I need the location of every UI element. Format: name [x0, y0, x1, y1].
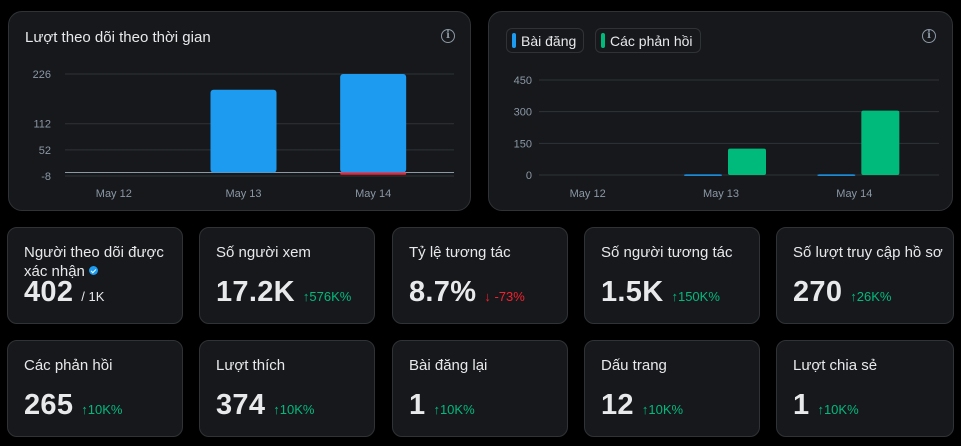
metric-sub: / 1K: [81, 289, 105, 304]
bar: [728, 148, 766, 175]
posts-chart-panel: Bài đăng Các phản hồi i 450 300 150 0 May 12…: [488, 11, 953, 211]
legend-label: Các phản hồi: [610, 32, 693, 49]
metric-label: Tỷ lệ tương tác: [409, 244, 511, 261]
metric-card[interactable]: Lượt chia sẻ 1 ↑10K%: [776, 340, 954, 437]
metric-delta: ↑10K%: [433, 402, 475, 417]
metric-delta: ↑26K%: [850, 289, 892, 304]
metric-value: 17.2K: [216, 276, 295, 308]
metric-label: Số lượt truy cập hồ sơ: [793, 244, 943, 261]
legend-replies[interactable]: Các phản hồi: [595, 28, 701, 53]
y-tick-label: 52: [39, 145, 51, 157]
info-icon[interactable]: i: [922, 29, 936, 43]
y-tick-label: 226: [33, 69, 51, 81]
metric-card[interactable]: Dấu trang 12 ↑10K%: [584, 340, 760, 437]
metric-delta: ↑10K%: [817, 402, 859, 417]
bar: [340, 172, 407, 175]
legend-posts[interactable]: Bài đăng: [506, 28, 585, 53]
bar: [861, 110, 900, 175]
metric-card[interactable]: Lượt thích 374 ↑10K%: [199, 340, 375, 437]
verified-icon: [88, 266, 98, 275]
metric-value: 265: [24, 389, 74, 421]
metric-label: Dấu trang: [601, 357, 667, 374]
metric-delta: ↑10K%: [81, 402, 123, 417]
metric-card[interactable]: Bài đăng lại 1 ↑10K%: [392, 340, 568, 437]
metric-label: Người theo dõi được xác nhận: [24, 244, 164, 280]
metric-label: Lượt chia sẻ: [793, 357, 878, 374]
bar: [684, 174, 722, 176]
followers-chart-title: Lượt theo dõi theo thời gian: [25, 29, 211, 46]
y-tick-label: 112: [33, 119, 51, 131]
metric-card[interactable]: Các phản hồi 265 ↑10K%: [7, 340, 183, 437]
metric-card[interactable]: Số lượt truy cập hồ sơ 270 ↑26K%: [776, 227, 954, 324]
metric-delta: ↑10K%: [641, 402, 684, 417]
y-tick-label: -8: [41, 171, 51, 183]
posts-chart: 450 300 150 0 May 12 May 13 May 14: [514, 75, 939, 200]
metric-label: Bài đăng lại: [409, 357, 488, 374]
metric-label: Các phản hồi: [24, 357, 113, 374]
metric-value: 402: [24, 276, 74, 308]
metric-delta: ↑10K%: [273, 402, 315, 417]
legend-label: Bài đăng: [521, 32, 577, 49]
x-tick-label: May 12: [96, 188, 132, 200]
bar: [340, 74, 407, 173]
x-tick-label: May 14: [355, 188, 391, 200]
metric-delta: ↑576K%: [302, 289, 352, 304]
x-tick-label: May 14: [836, 188, 872, 200]
metric-card[interactable]: Tỷ lệ tương tác 8.7% ↓ -73%: [392, 227, 568, 324]
metric-value: 1: [793, 389, 810, 421]
metric-card[interactable]: Số người xem 17.2K ↑576K%: [199, 227, 375, 324]
x-tick-label: May 13: [703, 188, 739, 200]
followers-chart-panel: Lượt theo dõi theo thời gian i 226 112 52 -…: [8, 11, 471, 211]
metric-value: 1.5K: [601, 276, 664, 308]
metric-label: Số người tương tác: [601, 244, 733, 261]
metric-card[interactable]: Người theo dõi được xác nhận 402 / 1K: [7, 227, 183, 324]
metric-delta: ↑150K%: [671, 289, 720, 304]
metric-value: 374: [216, 389, 266, 421]
metric-value: 12: [601, 389, 634, 421]
metric-value: 1: [409, 389, 426, 421]
x-tick-label: May 13: [225, 188, 261, 200]
metric-value: 270: [793, 276, 843, 308]
legend-swatch: [512, 33, 516, 48]
x-tick-label: May 12: [570, 188, 606, 200]
metric-card[interactable]: Số người tương tác 1.5K ↑150K%: [584, 227, 760, 324]
y-tick-label: 300: [514, 107, 532, 119]
y-tick-label: 450: [514, 75, 532, 87]
metric-label: Số người xem: [216, 244, 311, 261]
followers-chart: 226 112 52 -8 May 12 May 13 May 14: [33, 69, 454, 200]
metric-label: Lượt thích: [216, 357, 286, 374]
metric-delta: ↓ -73%: [484, 289, 525, 304]
bar: [210, 89, 277, 173]
info-icon[interactable]: i: [441, 29, 455, 43]
legend-swatch: [601, 33, 605, 48]
metric-value: 8.7%: [409, 276, 477, 308]
bar: [817, 174, 856, 176]
y-tick-label: 150: [514, 138, 532, 150]
y-tick-label: 0: [526, 170, 532, 182]
